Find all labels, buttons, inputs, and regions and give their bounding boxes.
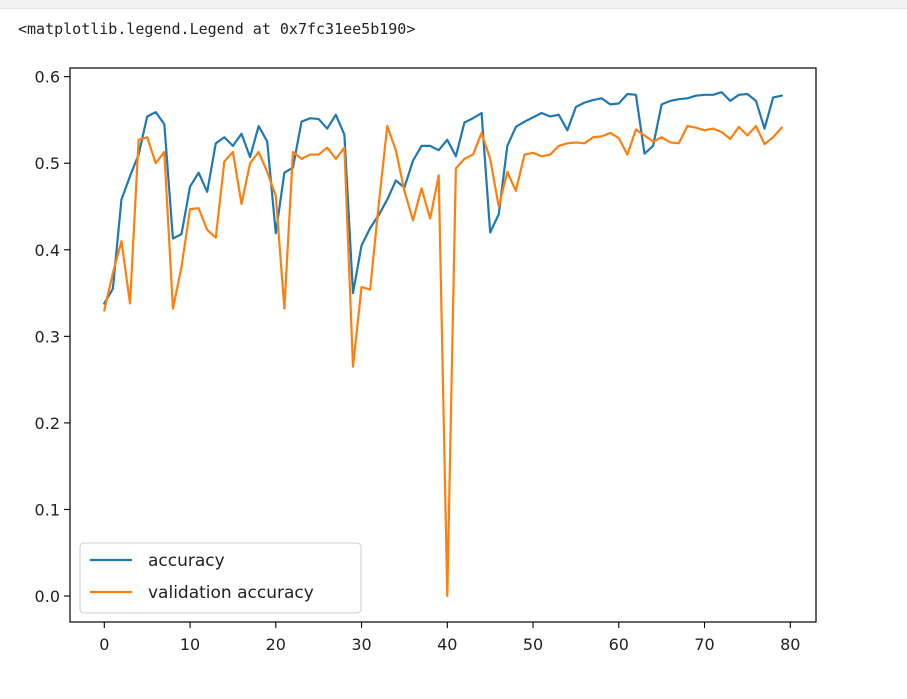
cell-output-text: <matplotlib.legend.Legend at 0x7fc31ee5b… bbox=[18, 20, 416, 38]
y-axis: 0.0 0.1 0.2 0.3 0.4 0.5 0.6 bbox=[35, 68, 70, 606]
legend-box bbox=[79, 542, 362, 614]
x-tick-label: 60 bbox=[609, 635, 629, 654]
y-tick-label: 0.0 bbox=[35, 587, 60, 606]
cell-top-border bbox=[0, 0, 907, 9]
plot-lines bbox=[102, 91, 784, 598]
x-axis: 0 10 20 30 40 50 60 70 80 bbox=[99, 622, 800, 654]
x-tick-label: 50 bbox=[523, 635, 543, 654]
x-tick-label: 30 bbox=[351, 635, 371, 654]
y-tick-label: 0.4 bbox=[35, 241, 60, 260]
axes-frame bbox=[69, 67, 817, 623]
x-tick-label: 10 bbox=[180, 635, 200, 654]
y-tick-label: 0.2 bbox=[35, 414, 60, 433]
y-tick-label: 0.3 bbox=[35, 327, 60, 346]
y-tick-label: 0.1 bbox=[35, 500, 60, 519]
x-tick-label: 80 bbox=[780, 635, 800, 654]
y-tick-label: 0.5 bbox=[35, 154, 60, 173]
legend-label: validation accuracy bbox=[148, 583, 314, 603]
series-line-validation-accuracy bbox=[102, 124, 784, 598]
legend: accuracy validation accuracy bbox=[79, 542, 362, 614]
legend-label: accuracy bbox=[148, 551, 225, 571]
series-line-accuracy bbox=[102, 91, 783, 305]
y-tick-label: 0.6 bbox=[35, 68, 60, 87]
x-tick-label: 70 bbox=[694, 635, 714, 654]
x-tick-label: 0 bbox=[99, 635, 109, 654]
x-tick-label: 40 bbox=[437, 635, 457, 654]
x-tick-label: 20 bbox=[266, 635, 286, 654]
